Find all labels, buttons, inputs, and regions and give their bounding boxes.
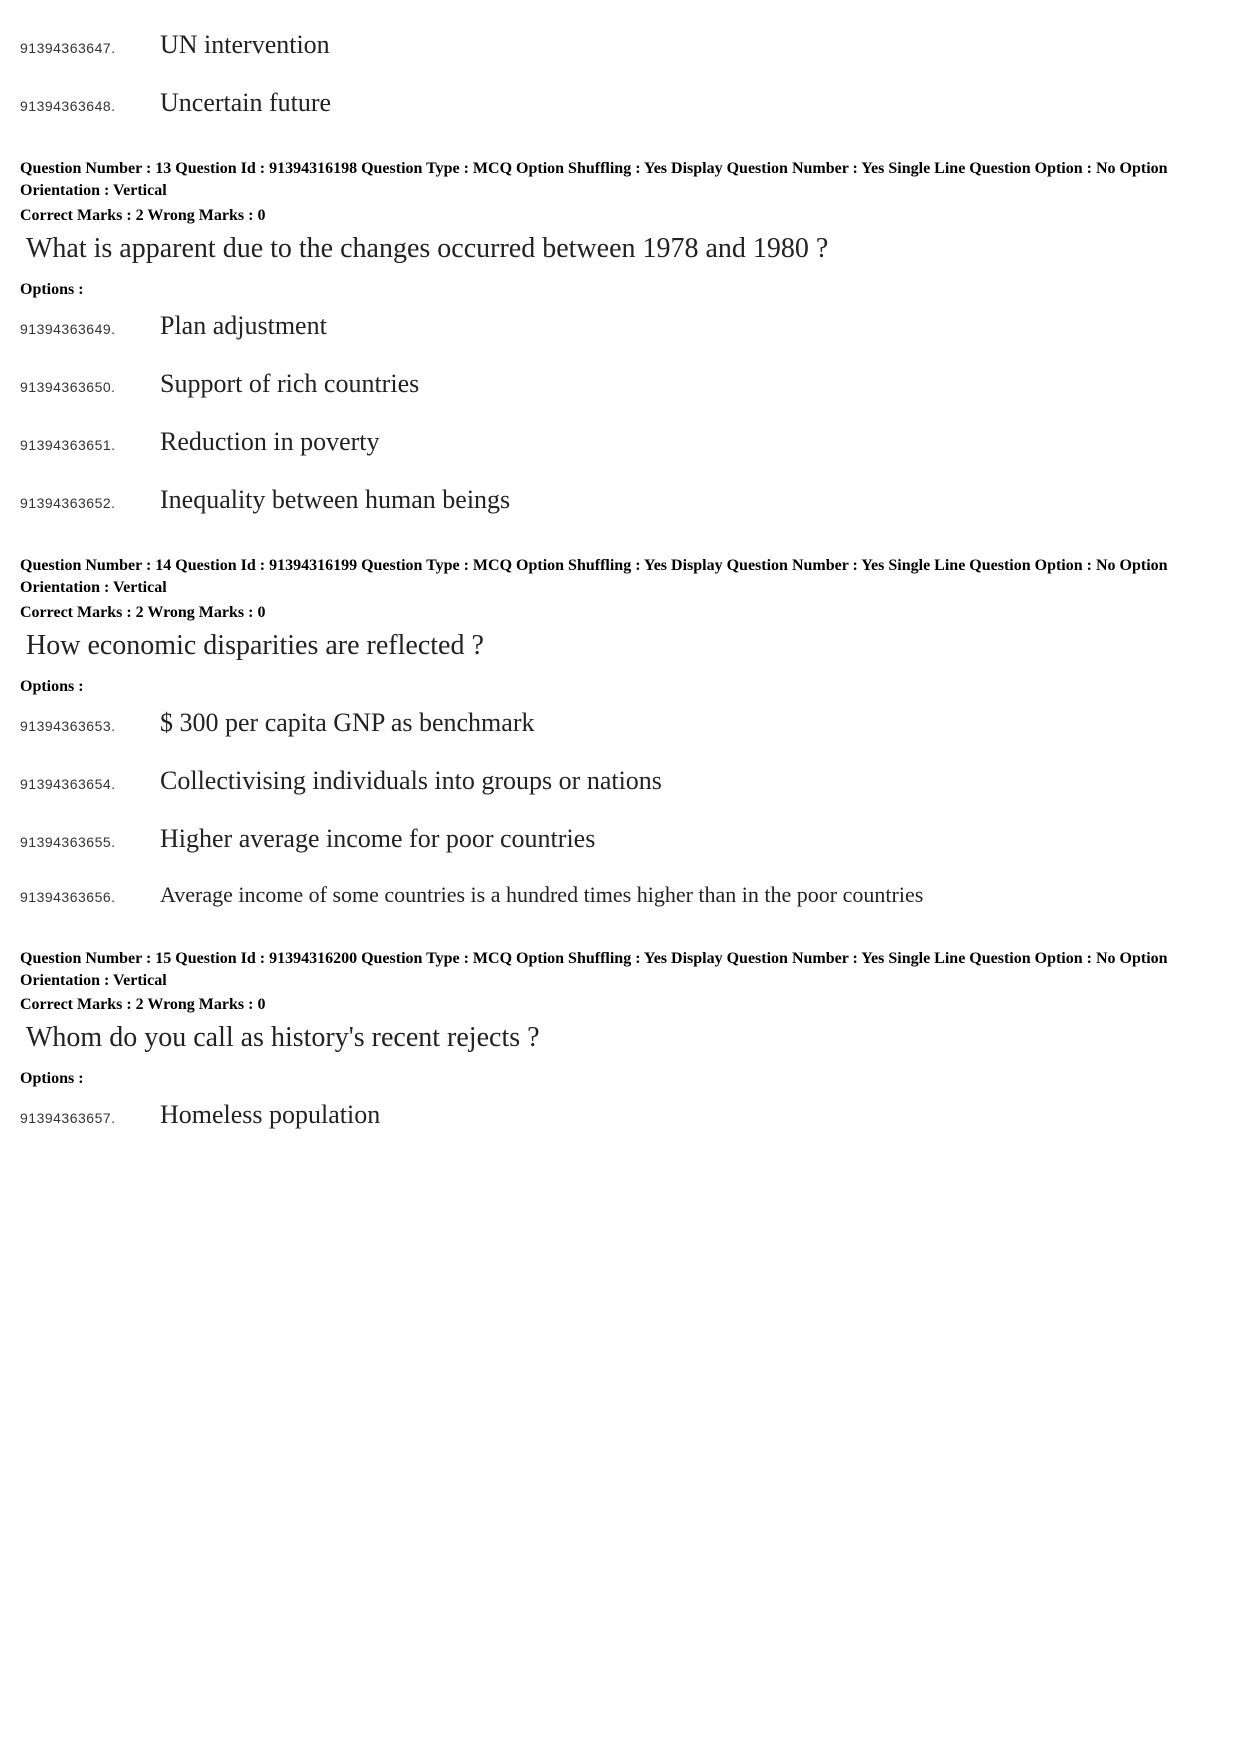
question-meta: Question Number : 14 Question Id : 91394…: [20, 555, 1220, 600]
option-id: 91394363647.: [20, 40, 160, 56]
option-row: 91394363655. Higher average income for p…: [20, 824, 1220, 854]
marks-line: Correct Marks : 2 Wrong Marks : 0: [20, 207, 1220, 225]
option-id: 91394363648.: [20, 98, 160, 114]
option-text: Inequality between human beings: [160, 485, 510, 515]
option-id: 91394363652.: [20, 495, 160, 511]
option-text: Higher average income for poor countries: [160, 824, 595, 854]
option-text: Plan adjustment: [160, 311, 327, 341]
option-id: 91394363650.: [20, 379, 160, 395]
option-row: 91394363653. $ 300 per capita GNP as ben…: [20, 708, 1220, 738]
option-row: 91394363654. Collectivising individuals …: [20, 766, 1220, 796]
option-text: Uncertain future: [160, 88, 331, 118]
option-text: Support of rich countries: [160, 369, 419, 399]
options-header: Options :: [20, 678, 1220, 696]
option-id: 91394363649.: [20, 321, 160, 337]
marks-line: Correct Marks : 2 Wrong Marks : 0: [20, 604, 1220, 622]
option-id: 91394363654.: [20, 776, 160, 792]
question-text: How economic disparities are reflected ?: [26, 630, 1220, 662]
option-row: 91394363657. Homeless population: [20, 1100, 1220, 1130]
question-block-15: Question Number : 15 Question Id : 91394…: [20, 948, 1220, 1131]
option-row: 91394363650. Support of rich countries: [20, 369, 1220, 399]
option-row: 91394363652. Inequality between human be…: [20, 485, 1220, 515]
question-meta: Question Number : 13 Question Id : 91394…: [20, 158, 1220, 203]
question-block-14: Question Number : 14 Question Id : 91394…: [20, 555, 1220, 908]
option-row: 91394363648. Uncertain future: [20, 88, 1220, 118]
question-meta: Question Number : 15 Question Id : 91394…: [20, 948, 1220, 993]
option-text: $ 300 per capita GNP as benchmark: [160, 708, 534, 738]
options-header: Options :: [20, 281, 1220, 299]
option-row: 91394363651. Reduction in poverty: [20, 427, 1220, 457]
option-text: Collectivising individuals into groups o…: [160, 766, 662, 796]
option-text: Reduction in poverty: [160, 427, 380, 457]
marks-line: Correct Marks : 2 Wrong Marks : 0: [20, 996, 1220, 1014]
option-id: 91394363656.: [20, 889, 160, 905]
option-id: 91394363653.: [20, 718, 160, 734]
option-row: 91394363647. UN intervention: [20, 30, 1220, 60]
option-id: 91394363655.: [20, 834, 160, 850]
question-text: Whom do you call as history's recent rej…: [26, 1022, 1220, 1054]
option-text: Average income of some countries is a hu…: [160, 882, 923, 908]
orphan-options-block: 91394363647. UN intervention 91394363648…: [20, 30, 1220, 118]
question-text: What is apparent due to the changes occu…: [26, 233, 1220, 265]
option-row: 91394363656. Average income of some coun…: [20, 882, 1220, 908]
option-text: Homeless population: [160, 1100, 380, 1130]
option-id: 91394363657.: [20, 1110, 160, 1126]
option-row: 91394363649. Plan adjustment: [20, 311, 1220, 341]
option-text: UN intervention: [160, 30, 330, 60]
options-header: Options :: [20, 1070, 1220, 1088]
option-id: 91394363651.: [20, 437, 160, 453]
question-block-13: Question Number : 13 Question Id : 91394…: [20, 158, 1220, 515]
